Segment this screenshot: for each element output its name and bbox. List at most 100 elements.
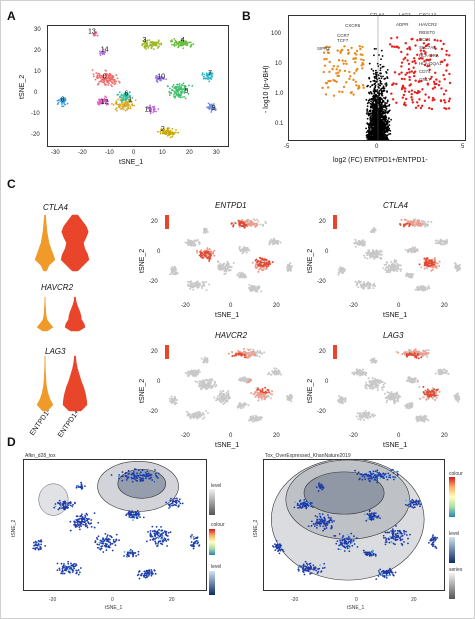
cluster-label: 4 — [181, 37, 185, 44]
tsne-feature-point — [251, 221, 254, 224]
density-point — [160, 525, 162, 528]
tsne-feature-point — [250, 219, 253, 222]
cluster-point — [190, 43, 193, 46]
density-point — [163, 530, 166, 533]
density-point — [32, 541, 35, 544]
density-point — [58, 567, 61, 570]
density-point — [430, 539, 432, 542]
cluster-point — [61, 99, 64, 102]
density-point — [347, 533, 349, 536]
volcano-point — [380, 88, 382, 91]
cluster-point — [104, 84, 106, 86]
volcano-point-up — [430, 75, 433, 79]
density-point — [64, 505, 67, 507]
density-point — [103, 538, 105, 541]
density-point — [392, 530, 395, 533]
density-point — [400, 532, 403, 535]
volcano-point-up — [395, 101, 398, 104]
volcano-point — [374, 89, 377, 91]
density-point — [415, 502, 418, 505]
density-point — [133, 516, 136, 519]
density-point — [304, 560, 307, 563]
density-point — [170, 497, 172, 500]
volcano-point-down — [341, 90, 344, 94]
a-xtick: -20 — [78, 150, 87, 156]
volcano-point — [380, 75, 382, 78]
cluster-point — [186, 42, 189, 45]
cluster-point — [169, 131, 171, 134]
density-point — [150, 476, 153, 479]
density-point — [125, 475, 128, 478]
cluster-point — [163, 132, 166, 135]
density-point — [373, 513, 376, 516]
cluster-point — [126, 104, 129, 107]
density-point — [137, 511, 140, 514]
cluster-point — [165, 130, 168, 133]
density-point — [388, 570, 391, 572]
volcano-point-down — [329, 79, 332, 83]
density-point — [194, 537, 197, 540]
cluster-point — [131, 103, 133, 106]
tsne-feature-point — [279, 241, 282, 244]
volcano-point — [374, 96, 376, 99]
density-point — [312, 564, 315, 567]
density-point — [172, 504, 174, 507]
tsne-feature-point — [189, 282, 192, 285]
cluster-point — [147, 46, 150, 49]
density-point — [167, 538, 170, 541]
density-point — [366, 513, 369, 515]
density-point — [108, 538, 111, 541]
volcano-point-down — [343, 45, 346, 48]
cluster-label: 2 — [161, 126, 165, 133]
density-point — [151, 479, 154, 481]
cluster-point — [178, 83, 181, 85]
density-point — [165, 534, 168, 537]
cluster-point — [99, 76, 101, 79]
tsne-feature-point — [254, 287, 257, 290]
density-point — [303, 501, 306, 504]
density-point — [112, 539, 115, 541]
cluster-point — [108, 79, 111, 82]
density-point — [414, 503, 416, 506]
density-point — [347, 538, 349, 540]
density-point — [412, 506, 415, 509]
density-point — [88, 518, 90, 520]
volcano-point — [377, 83, 380, 85]
density-point — [319, 525, 322, 527]
density-point — [121, 479, 124, 482]
density-point — [322, 529, 325, 532]
cluster-point — [174, 41, 177, 44]
density-point — [336, 540, 339, 543]
volcano-point — [376, 91, 379, 93]
cluster-point — [116, 77, 119, 80]
volcano-point — [388, 124, 391, 127]
volcano-point — [378, 139, 381, 140]
density-point — [352, 539, 355, 542]
density-point — [69, 566, 72, 569]
cluster-point — [118, 81, 121, 84]
cluster-point — [163, 131, 166, 134]
density-point — [344, 546, 347, 549]
volcano-point — [386, 136, 388, 138]
density-point — [395, 535, 398, 538]
volcano-point-up — [447, 107, 451, 110]
volcano-point — [370, 68, 373, 71]
volcano-point-up — [390, 45, 394, 48]
density-point — [384, 543, 387, 546]
tsne-feature-point — [202, 256, 205, 259]
cluster-point — [146, 42, 149, 45]
density-point — [333, 520, 335, 522]
tsne-feature-point — [257, 259, 260, 262]
volcano-point — [375, 103, 377, 106]
density-point — [313, 525, 316, 528]
tsne-feature-point — [198, 241, 201, 244]
cluster-point — [178, 84, 181, 87]
density-point — [306, 563, 309, 566]
tsne-feature-point — [219, 262, 222, 265]
density-point — [66, 566, 68, 569]
d-xtick: 0 — [355, 597, 358, 603]
density-point — [196, 539, 199, 542]
density-point — [102, 537, 104, 540]
cluster-point — [176, 89, 179, 92]
volcano-point — [385, 120, 388, 123]
